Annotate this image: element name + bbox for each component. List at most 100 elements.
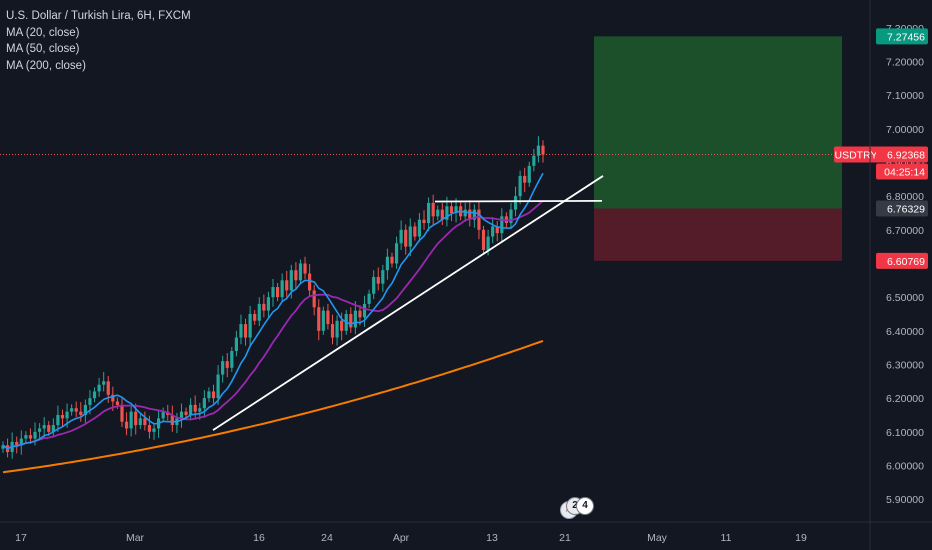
candle[interactable]	[230, 351, 234, 368]
candle[interactable]	[454, 206, 458, 213]
candle[interactable]	[385, 256, 390, 271]
candle[interactable]	[477, 209, 481, 230]
candle[interactable]	[266, 297, 271, 311]
candle[interactable]	[358, 310, 362, 318]
candle[interactable]	[88, 398, 92, 405]
candle[interactable]	[285, 280, 289, 291]
ma50-line[interactable]	[2, 200, 544, 450]
current-price-tag[interactable]	[876, 146, 928, 163]
candle[interactable]	[367, 293, 371, 304]
candle[interactable]	[463, 209, 467, 217]
candle[interactable]	[15, 441, 19, 446]
candle[interactable]	[115, 401, 120, 405]
candle[interactable]	[184, 411, 188, 415]
candle[interactable]	[330, 324, 335, 338]
candle[interactable]	[97, 384, 101, 392]
candle[interactable]	[394, 243, 399, 264]
candle[interactable]	[468, 209, 472, 220]
candle[interactable]	[362, 303, 367, 318]
candle[interactable]	[216, 374, 220, 399]
candle[interactable]	[239, 324, 243, 338]
candle[interactable]	[248, 313, 252, 338]
candle[interactable]	[527, 165, 531, 183]
candle[interactable]	[83, 404, 87, 415]
candle[interactable]	[298, 263, 303, 281]
entry-price-tag[interactable]	[876, 200, 928, 217]
candle[interactable]	[536, 145, 541, 156]
candle[interactable]	[179, 411, 184, 419]
candle[interactable]	[303, 263, 307, 274]
candle[interactable]	[79, 411, 83, 415]
candle[interactable]	[207, 391, 211, 399]
candle[interactable]	[124, 421, 129, 429]
candle[interactable]	[417, 219, 422, 237]
candle[interactable]	[33, 431, 37, 439]
candle[interactable]	[202, 398, 206, 409]
candle[interactable]	[326, 310, 330, 325]
candle[interactable]	[426, 202, 431, 224]
candle[interactable]	[147, 425, 152, 432]
candle[interactable]	[509, 209, 513, 224]
candle[interactable]	[42, 425, 46, 429]
candle[interactable]	[225, 361, 229, 368]
candle[interactable]	[381, 270, 385, 284]
candle[interactable]	[257, 303, 261, 321]
candle[interactable]	[65, 411, 69, 419]
candle[interactable]	[445, 206, 449, 220]
candle[interactable]	[102, 381, 106, 385]
candle[interactable]	[19, 438, 23, 446]
candle[interactable]	[541, 145, 545, 155]
economic-events[interactable]: ⚑ 2 4	[560, 497, 600, 521]
candle[interactable]	[399, 229, 403, 244]
candle[interactable]	[74, 408, 78, 412]
candle[interactable]	[472, 209, 476, 220]
candle[interactable]	[321, 310, 325, 331]
candle[interactable]	[440, 209, 444, 220]
candle[interactable]	[523, 175, 527, 183]
legend-ma20[interactable]: MA (20, close)	[6, 26, 80, 39]
candle[interactable]	[317, 307, 321, 331]
profit-zone[interactable]	[594, 36, 842, 209]
ascending-trendline[interactable]	[212, 175, 604, 431]
candle[interactable]	[138, 418, 142, 426]
candle[interactable]	[518, 175, 522, 197]
candle[interactable]	[253, 313, 257, 321]
time-axis[interactable]	[0, 522, 932, 550]
candle[interactable]	[111, 394, 115, 402]
price-axis[interactable]	[870, 0, 932, 550]
candle[interactable]	[70, 408, 74, 412]
candle[interactable]	[376, 276, 380, 284]
candle[interactable]	[152, 428, 156, 432]
event-badge-b[interactable]: 4	[576, 497, 594, 515]
candle[interactable]	[312, 290, 316, 308]
candle[interactable]	[481, 229, 486, 251]
candle[interactable]	[486, 236, 490, 251]
candle[interactable]	[28, 435, 33, 439]
candle[interactable]	[280, 280, 284, 298]
candle[interactable]	[294, 270, 298, 281]
candle[interactable]	[353, 310, 357, 328]
candle[interactable]	[513, 196, 518, 210]
candle[interactable]	[500, 216, 504, 234]
candle[interactable]	[56, 414, 60, 426]
ma20-line[interactable]	[2, 172, 544, 450]
candle[interactable]	[47, 425, 51, 432]
candle[interactable]	[189, 404, 193, 415]
candle[interactable]	[92, 391, 97, 399]
candle[interactable]	[234, 337, 238, 352]
candle[interactable]	[60, 414, 65, 419]
ma200-line[interactable]	[2, 339, 544, 474]
candle[interactable]	[449, 206, 454, 213]
candle[interactable]	[51, 425, 55, 432]
candle[interactable]	[335, 320, 339, 338]
candle[interactable]	[170, 414, 174, 426]
candle[interactable]	[211, 391, 216, 399]
candle[interactable]	[198, 408, 202, 412]
candle[interactable]	[431, 202, 435, 217]
target-price-tag[interactable]	[876, 28, 928, 45]
candle[interactable]	[161, 411, 165, 419]
candle[interactable]	[271, 287, 275, 298]
loss-zone[interactable]	[594, 208, 842, 261]
candle[interactable]	[413, 226, 417, 237]
candle[interactable]	[120, 404, 124, 422]
